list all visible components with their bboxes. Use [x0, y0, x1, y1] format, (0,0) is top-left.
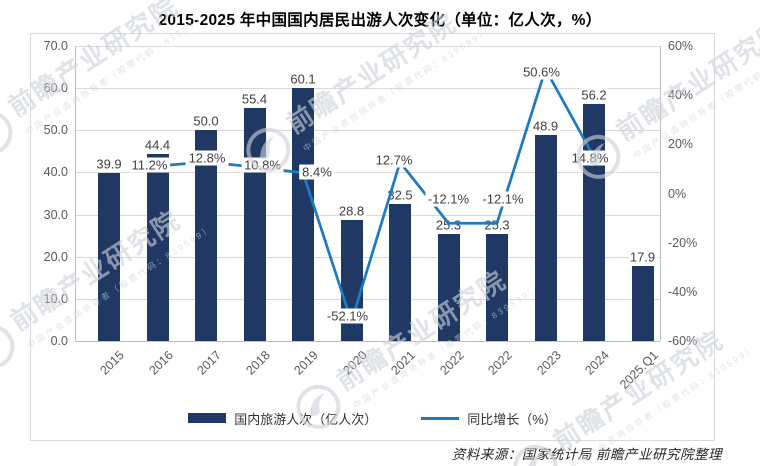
left-axis-line — [75, 46, 76, 341]
gridline — [75, 46, 660, 47]
bar-value-label: 25.3 — [482, 217, 512, 233]
gridline — [75, 172, 660, 174]
y-tick-label-right: -60% — [668, 334, 698, 348]
line-value-label: 50.6% — [520, 64, 563, 80]
y-tick-label-left: 0.0 — [50, 334, 68, 348]
bar-value-label: 55.4 — [239, 91, 270, 107]
bar — [292, 87, 314, 341]
bar-value-label: 44.4 — [142, 137, 173, 153]
gridline — [75, 298, 660, 300]
y-tick-label-right: -20% — [668, 235, 698, 250]
line-value-label: -12.1% — [424, 191, 473, 207]
chart-frame — [30, 33, 715, 441]
line-value-label: 12.8% — [185, 150, 229, 166]
y-tick-label-right: 20% — [668, 137, 694, 152]
bar-value-label: 32.5 — [385, 187, 415, 203]
gridline — [75, 341, 660, 342]
line-value-label: 11.2% — [128, 157, 171, 173]
y-tick-label-right: -40% — [668, 284, 698, 299]
bar-value-label: 25.3 — [433, 217, 464, 233]
line-value-label: 14.8% — [568, 150, 612, 166]
line-swatch — [421, 416, 460, 420]
y-tick-label-left: 30.0 — [43, 207, 68, 222]
line-value-label: 10.8% — [241, 157, 284, 173]
growth-line-path — [157, 67, 596, 323]
legend: 国内旅游人次（亿人次） 同比增长（%） — [30, 405, 715, 431]
bar-value-label: 28.8 — [336, 203, 367, 219]
y-tick-label-right: 60% — [668, 39, 694, 53]
right-axis-line — [660, 46, 661, 341]
legend-label: 同比增长（%） — [467, 411, 557, 427]
y-tick-label-right: 40% — [668, 88, 694, 103]
gridline — [75, 256, 660, 258]
gridline — [75, 214, 660, 216]
line-value-label: -52.1% — [323, 308, 372, 324]
bar-value-label: 39.9 — [94, 156, 124, 172]
gridline — [75, 88, 660, 90]
y-tick-label-left: 40.0 — [43, 165, 68, 180]
bar — [437, 234, 460, 341]
line-value-label: 12.7% — [372, 152, 416, 168]
bar — [98, 172, 120, 341]
line-value-label: -12.1% — [479, 191, 527, 207]
y-tick-label-right: 0% — [668, 186, 687, 201]
y-tick-label-left: 50.0 — [43, 123, 68, 138]
bar-value-label: 48.9 — [530, 118, 561, 134]
y-tick-label-left: 20.0 — [43, 249, 68, 264]
y-tick-label-left: 70.0 — [43, 39, 68, 53]
bar — [389, 204, 411, 341]
chart-title: 2015-2025 年中国国内居民出游人次变化（单位：亿人次，%） — [158, 12, 602, 29]
bar-value-label: 50.0 — [191, 113, 221, 129]
bar — [486, 234, 508, 341]
bar-value-label: 17.9 — [627, 249, 658, 265]
bar — [631, 265, 654, 341]
y-tick-label-left: 10.0 — [43, 291, 68, 306]
gridline — [75, 130, 660, 132]
line-value-label: 8.4% — [299, 164, 335, 180]
bar — [195, 130, 217, 341]
bar — [146, 153, 169, 341]
bar — [534, 134, 557, 341]
bar-value-label: 60.1 — [288, 71, 318, 87]
y-tick-label-left: 60.0 — [43, 81, 68, 96]
bar-swatch — [188, 413, 227, 423]
legend-item-line-series: 同比增长（%） — [421, 409, 557, 428]
bar-value-label: 56.2 — [579, 87, 609, 103]
